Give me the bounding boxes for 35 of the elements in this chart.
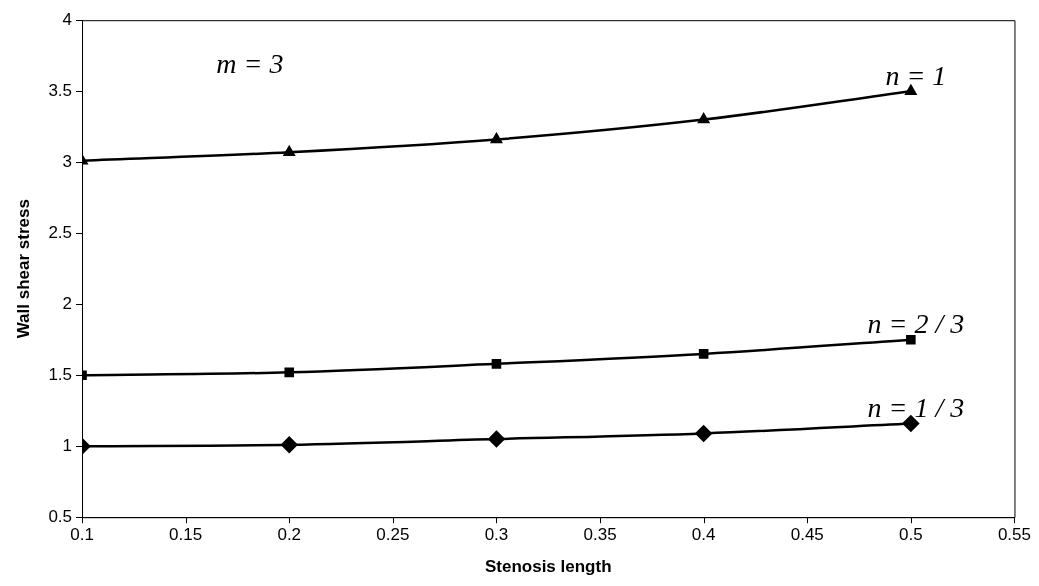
series-label: n = 2 / 3 — [867, 308, 965, 340]
x-tick-label: 0.45 — [790, 525, 824, 545]
y-tick-label: 2 — [62, 293, 73, 313]
y-tick-label: 1.5 — [48, 364, 73, 384]
point — [491, 359, 502, 369]
point — [280, 436, 298, 454]
point — [490, 133, 503, 144]
x-tick-label: 0.2 — [277, 525, 302, 545]
x-tick-label: 0.1 — [70, 525, 94, 545]
point — [906, 334, 916, 345]
point — [905, 84, 917, 95]
x-tick-label: 0.35 — [583, 525, 617, 545]
y-axis-title: Wall shear stress — [13, 199, 33, 339]
y-tick-label: 1 — [62, 435, 73, 455]
y-tick-label: 0.5 — [48, 506, 73, 526]
x-axis-title: Stenosis length — [484, 557, 612, 577]
point — [698, 349, 709, 359]
x-tick-label: 0.25 — [376, 525, 410, 545]
y-tick-label: 3 — [62, 151, 73, 171]
point — [488, 430, 505, 448]
point — [698, 113, 710, 124]
y-tick-label: 4 — [62, 9, 73, 29]
series-label: n = 1 — [885, 59, 947, 91]
x-tick-label: 0.5 — [899, 525, 923, 545]
x-tick-label: 0.15 — [169, 525, 203, 545]
annotation: m = 3 — [216, 47, 284, 79]
x-tick-label: 0.4 — [691, 525, 716, 545]
x-tick-label: 0.3 — [484, 525, 509, 545]
series-label: n = 1 / 3 — [867, 391, 965, 423]
y-tick-label: 3.5 — [48, 80, 73, 100]
point — [284, 367, 295, 378]
x-tick-label: 0.55 — [997, 525, 1031, 545]
point — [695, 425, 712, 442]
y-tick-label: 2.5 — [48, 222, 73, 242]
point — [902, 415, 920, 432]
